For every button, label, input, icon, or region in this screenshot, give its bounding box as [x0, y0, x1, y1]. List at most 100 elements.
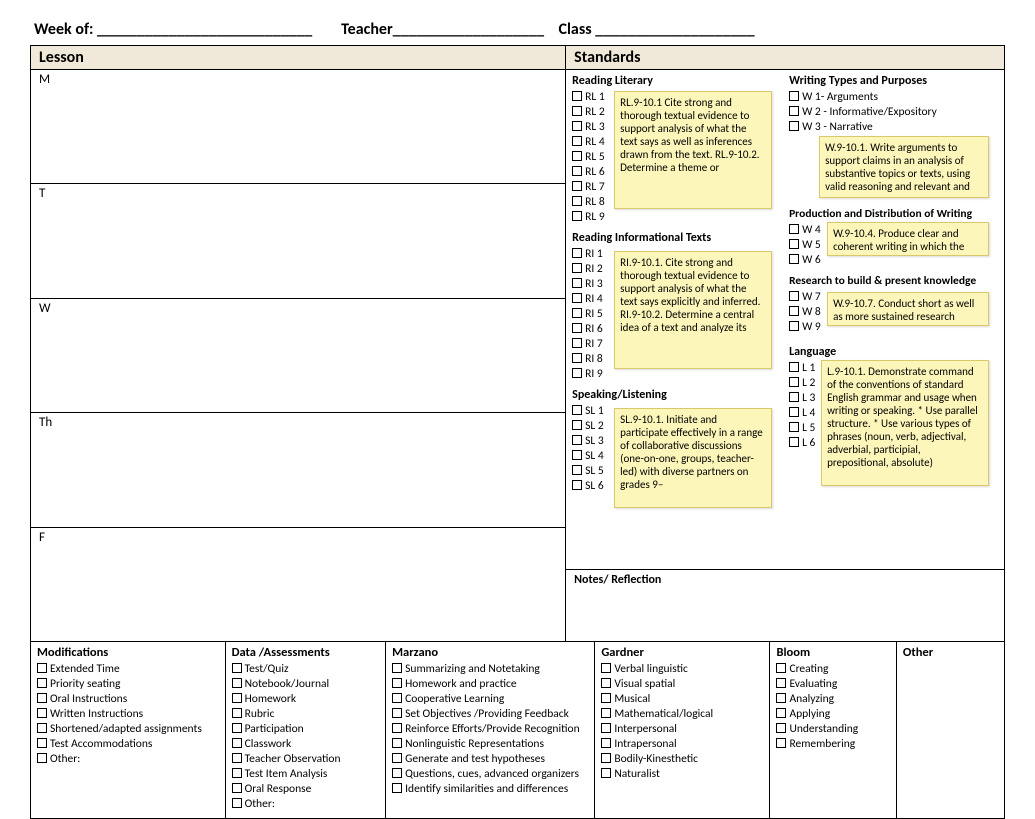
checkbox-icon[interactable] [37, 693, 47, 703]
checkbox-icon[interactable] [572, 353, 582, 363]
marz-item[interactable]: Reinforce Efforts/Provide Recognition [392, 722, 588, 737]
checkbox-icon[interactable] [601, 663, 611, 673]
checkbox-icon[interactable] [232, 783, 242, 793]
mod-item[interactable]: Shortened/adapted assignments [37, 722, 219, 737]
checkbox-icon[interactable] [232, 738, 242, 748]
gard-item[interactable]: Mathematical/logical [601, 707, 763, 722]
bloom-item[interactable]: Analyzing [776, 692, 889, 707]
checkbox-icon[interactable] [392, 708, 402, 718]
day-m[interactable]: M [31, 70, 566, 184]
other-cell[interactable]: Other [897, 642, 1004, 818]
checkbox-icon[interactable] [776, 663, 786, 673]
checkbox-icon[interactable] [392, 768, 402, 778]
checkbox-icon[interactable] [789, 437, 799, 447]
checkbox-icon[interactable] [392, 738, 402, 748]
checkbox-icon[interactable] [789, 306, 799, 316]
checkbox-icon[interactable] [572, 293, 582, 303]
gard-item[interactable]: Verbal linguistic [601, 662, 763, 677]
day-w[interactable]: W [31, 299, 566, 413]
gard-item[interactable]: Interpersonal [601, 722, 763, 737]
checkbox-icon[interactable] [776, 678, 786, 688]
data-item[interactable]: Test Item Analysis [232, 767, 380, 782]
checkbox-icon[interactable] [572, 308, 582, 318]
checkbox-icon[interactable] [789, 239, 799, 249]
checkbox-icon[interactable] [572, 368, 582, 378]
week-of-blank[interactable]: ___________________________ [97, 20, 312, 39]
checkbox-icon[interactable] [572, 106, 582, 116]
checkbox-icon[interactable] [232, 663, 242, 673]
checkbox-icon[interactable] [776, 693, 786, 703]
checkbox-icon[interactable] [572, 278, 582, 288]
checkbox-icon[interactable] [789, 224, 799, 234]
data-item[interactable]: Homework [232, 692, 380, 707]
checkbox-icon[interactable] [572, 435, 582, 445]
checkbox-icon[interactable] [789, 392, 799, 402]
checkbox-icon[interactable] [572, 248, 582, 258]
checkbox-icon[interactable] [392, 783, 402, 793]
data-item[interactable]: Other: [232, 797, 380, 812]
data-item[interactable]: Teacher Observation [232, 752, 380, 767]
checkbox-icon[interactable] [601, 708, 611, 718]
checkbox-icon[interactable] [232, 753, 242, 763]
checkbox-icon[interactable] [232, 768, 242, 778]
checkbox-icon[interactable] [776, 738, 786, 748]
marz-item[interactable]: Summarizing and Notetaking [392, 662, 588, 677]
checkbox-icon[interactable] [572, 323, 582, 333]
checkbox-icon[interactable] [601, 723, 611, 733]
checkbox-icon[interactable] [37, 738, 47, 748]
checkbox-icon[interactable] [789, 254, 799, 264]
checkbox-icon[interactable] [601, 693, 611, 703]
bloom-item[interactable]: Remembering [776, 737, 889, 752]
bloom-item[interactable]: Creating [776, 662, 889, 677]
gard-item[interactable]: Intrapersonal [601, 737, 763, 752]
marz-item[interactable]: Homework and practice [392, 677, 588, 692]
checkbox-icon[interactable] [392, 678, 402, 688]
checkbox-icon[interactable] [789, 377, 799, 387]
mod-item[interactable]: Other: [37, 752, 219, 767]
reflection[interactable]: Notes/ Reflection [566, 570, 1004, 642]
checkbox-icon[interactable] [572, 263, 582, 273]
checkbox-icon[interactable] [776, 723, 786, 733]
data-item[interactable]: Classwork [232, 737, 380, 752]
checkbox-icon[interactable] [789, 422, 799, 432]
gard-item[interactable]: Bodily-Kinesthetic [601, 752, 763, 767]
checkbox-icon[interactable] [572, 338, 582, 348]
checkbox-icon[interactable] [37, 678, 47, 688]
checkbox-icon[interactable] [776, 708, 786, 718]
data-item[interactable]: Test/Quiz [232, 662, 380, 677]
checkbox-icon[interactable] [572, 166, 582, 176]
checkbox-icon[interactable] [392, 753, 402, 763]
day-th[interactable]: Th [31, 413, 566, 527]
data-item[interactable]: Notebook/Journal [232, 677, 380, 692]
marz-item[interactable]: Nonlinguistic Representations [392, 737, 588, 752]
ri-item[interactable]: RI 9 [572, 367, 781, 382]
checkbox-icon[interactable] [572, 211, 582, 221]
checkbox-icon[interactable] [572, 405, 582, 415]
marz-item[interactable]: Questions, cues, advanced organizers [392, 767, 588, 782]
bloom-item[interactable]: Evaluating [776, 677, 889, 692]
checkbox-icon[interactable] [232, 693, 242, 703]
marz-item[interactable]: Generate and test hypotheses [392, 752, 588, 767]
checkbox-icon[interactable] [601, 678, 611, 688]
wt-item[interactable]: W 2 - Informative/Expository [789, 105, 998, 120]
mod-item[interactable]: Priority seating [37, 677, 219, 692]
class-blank[interactable]: ____________________ [595, 20, 754, 39]
gard-item[interactable]: Musical [601, 692, 763, 707]
data-item[interactable]: Oral Response [232, 782, 380, 797]
checkbox-icon[interactable] [572, 121, 582, 131]
mod-item[interactable]: Written Instructions [37, 707, 219, 722]
gard-item[interactable]: Naturalist [601, 767, 763, 782]
checkbox-icon[interactable] [572, 480, 582, 490]
teacher-blank[interactable]: ___________________ [393, 20, 544, 39]
checkbox-icon[interactable] [601, 753, 611, 763]
checkbox-icon[interactable] [572, 136, 582, 146]
checkbox-icon[interactable] [572, 465, 582, 475]
checkbox-icon[interactable] [789, 291, 799, 301]
wt-item[interactable]: W 1- Arguments [789, 90, 998, 105]
data-item[interactable]: Participation [232, 722, 380, 737]
day-t[interactable]: T [31, 184, 566, 298]
mod-item[interactable]: Test Accommodations [37, 737, 219, 752]
data-item[interactable]: Rubric [232, 707, 380, 722]
checkbox-icon[interactable] [789, 362, 799, 372]
checkbox-icon[interactable] [789, 407, 799, 417]
